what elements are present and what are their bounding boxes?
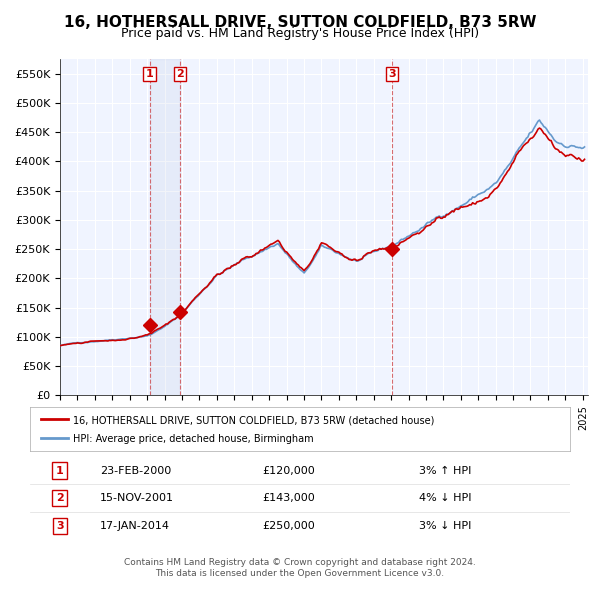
Text: 3% ↑ HPI: 3% ↑ HPI	[419, 466, 471, 476]
Text: Contains HM Land Registry data © Crown copyright and database right 2024.: Contains HM Land Registry data © Crown c…	[124, 558, 476, 566]
Text: 2: 2	[56, 493, 64, 503]
Text: 17-JAN-2014: 17-JAN-2014	[100, 521, 170, 531]
Bar	[149, 59, 180, 395]
Text: HPI: Average price, detached house, Birmingham: HPI: Average price, detached house, Birm…	[73, 434, 314, 444]
Text: 3: 3	[388, 69, 396, 79]
Text: 15-NOV-2001: 15-NOV-2001	[100, 493, 174, 503]
Text: 16, HOTHERSALL DRIVE, SUTTON COLDFIELD, B73 5RW (detached house): 16, HOTHERSALL DRIVE, SUTTON COLDFIELD, …	[73, 415, 434, 425]
Text: 4% ↓ HPI: 4% ↓ HPI	[419, 493, 472, 503]
Text: 1: 1	[56, 466, 64, 476]
Text: £120,000: £120,000	[262, 466, 315, 476]
Text: 2: 2	[176, 69, 184, 79]
Text: Price paid vs. HM Land Registry's House Price Index (HPI): Price paid vs. HM Land Registry's House …	[121, 27, 479, 40]
Text: 16, HOTHERSALL DRIVE, SUTTON COLDFIELD, B73 5RW: 16, HOTHERSALL DRIVE, SUTTON COLDFIELD, …	[64, 15, 536, 30]
Text: £250,000: £250,000	[262, 521, 315, 531]
Text: 23-FEB-2000: 23-FEB-2000	[100, 466, 172, 476]
Text: £143,000: £143,000	[262, 493, 315, 503]
Text: This data is licensed under the Open Government Licence v3.0.: This data is licensed under the Open Gov…	[155, 569, 445, 578]
Text: 3% ↓ HPI: 3% ↓ HPI	[419, 521, 471, 531]
Text: 1: 1	[146, 69, 154, 79]
Text: 3: 3	[56, 521, 64, 531]
